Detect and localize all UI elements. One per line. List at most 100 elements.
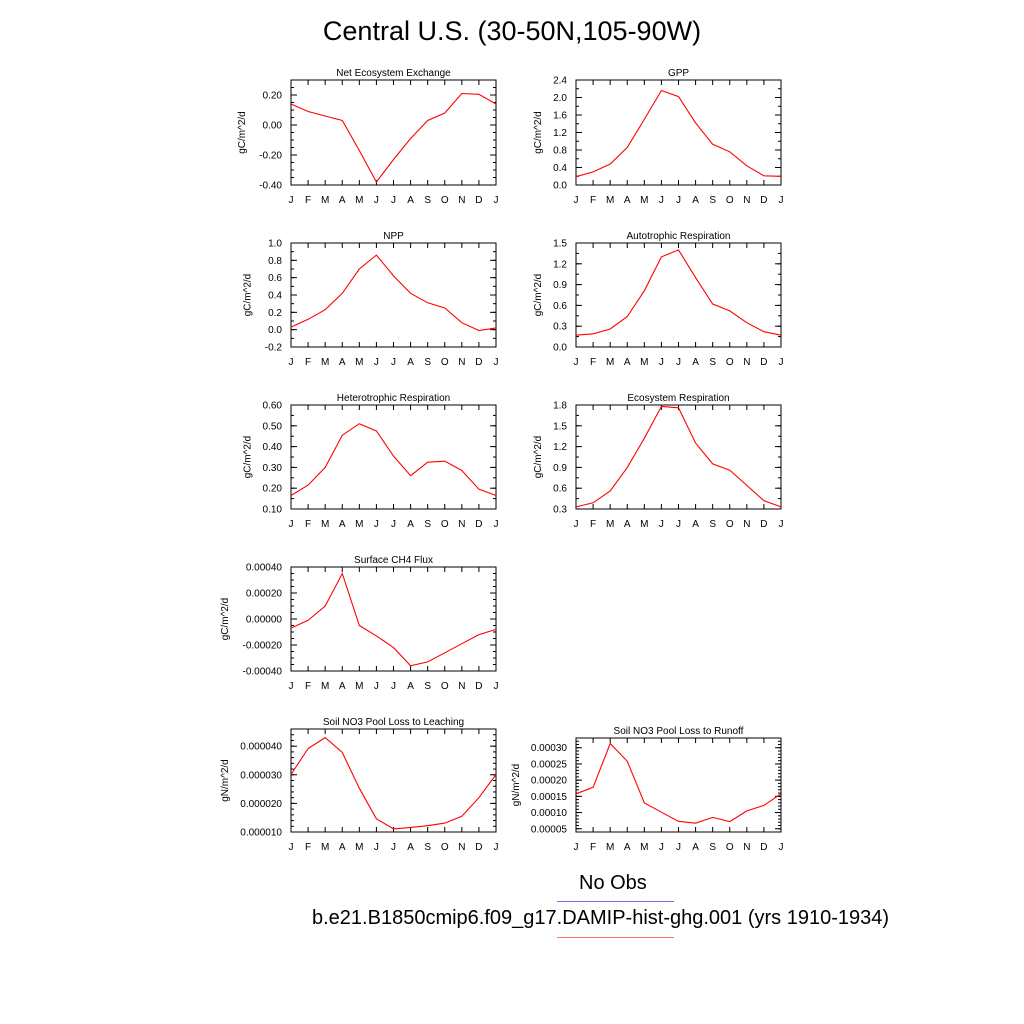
chart-title: Ecosystem Respiration <box>627 393 729 404</box>
y-tick-label: 1.2 <box>553 442 567 453</box>
x-tick-label: D <box>475 195 482 206</box>
series-line <box>575 249 782 336</box>
y-axis-label: gC/m^2/d <box>237 111 248 154</box>
x-tick-label: M <box>640 357 648 368</box>
x-tick-label: F <box>590 357 596 368</box>
y-axis-label: gC/m^2/d <box>533 111 544 154</box>
y-tick-label: 0.00 <box>263 121 283 132</box>
chart-title: Autotrophic Respiration <box>627 231 731 242</box>
y-tick-label: 0.9 <box>553 463 567 474</box>
plot-frame <box>290 728 497 833</box>
chart-title: Heterotrophic Respiration <box>337 393 450 404</box>
y-tick-label: 0.00020 <box>246 589 283 600</box>
series-line <box>290 254 497 332</box>
x-tick-label: J <box>574 357 579 368</box>
x-tick-label: S <box>424 681 431 692</box>
x-tick-label: S <box>424 357 431 368</box>
y-tick-label: 0.00030 <box>531 743 568 754</box>
x-tick-label: J <box>391 357 396 368</box>
x-tick-label: A <box>407 195 414 206</box>
x-tick-label: J <box>289 842 294 853</box>
x-tick-label: D <box>760 519 767 530</box>
y-tick-label: 1.2 <box>553 128 567 139</box>
x-tick-label: F <box>305 357 311 368</box>
x-tick-label: S <box>709 519 716 530</box>
x-tick-label: S <box>424 195 431 206</box>
x-tick-label: J <box>289 519 294 530</box>
legend-obs-label: No Obs <box>579 872 647 894</box>
plot-frame <box>290 242 497 348</box>
x-tick-label: O <box>441 195 449 206</box>
x-tick-label: N <box>458 681 465 692</box>
x-tick-label: A <box>407 357 414 368</box>
x-tick-label: M <box>606 195 614 206</box>
x-tick-label: A <box>339 519 346 530</box>
y-tick-label: 0.00005 <box>531 824 568 835</box>
y-tick-label: 1.5 <box>553 239 567 250</box>
legend-model-line <box>557 937 674 938</box>
series-line <box>575 742 782 824</box>
y-tick-label: -0.00020 <box>243 641 283 652</box>
y-tick-label: 0.0 <box>553 181 567 192</box>
x-tick-label: A <box>339 681 346 692</box>
y-tick-label: 0.00000 <box>246 615 283 626</box>
series-line <box>575 405 782 508</box>
plot-frame <box>290 566 497 672</box>
x-tick-label: D <box>475 357 482 368</box>
x-tick-label: J <box>391 842 396 853</box>
plot-frame <box>290 79 497 186</box>
x-tick-label: A <box>339 842 346 853</box>
x-tick-label: O <box>441 842 449 853</box>
x-tick-label: J <box>289 681 294 692</box>
y-tick-label: 0.20 <box>263 91 283 102</box>
x-tick-label: O <box>726 519 734 530</box>
y-tick-label: 0.8 <box>553 146 567 157</box>
y-tick-label: 0.2 <box>268 308 282 319</box>
chart-title: NPP <box>383 231 404 242</box>
x-tick-label: M <box>355 357 363 368</box>
y-tick-label: 0.20 <box>263 484 283 495</box>
x-tick-label: J <box>391 681 396 692</box>
y-tick-label: 0.6 <box>268 273 282 284</box>
x-tick-label: N <box>743 842 750 853</box>
y-tick-label: 1.5 <box>553 421 567 432</box>
y-tick-label: 1.2 <box>553 259 567 270</box>
x-tick-label: J <box>289 195 294 206</box>
series-line <box>290 572 497 667</box>
y-tick-label: 0.00040 <box>246 563 283 574</box>
x-tick-label: D <box>475 842 482 853</box>
x-tick-label: F <box>305 681 311 692</box>
x-tick-label: A <box>624 195 631 206</box>
y-axis-label: gC/m^2/d <box>533 436 544 479</box>
series-line <box>290 736 497 830</box>
chart-title: Surface CH4 Flux <box>354 555 433 566</box>
x-tick-label: J <box>574 519 579 530</box>
x-tick-label: N <box>458 519 465 530</box>
x-tick-label: J <box>494 357 499 368</box>
x-tick-label: N <box>743 195 750 206</box>
x-tick-label: M <box>321 357 329 368</box>
series-line <box>290 92 497 184</box>
x-tick-label: J <box>779 195 784 206</box>
x-tick-label: J <box>659 195 664 206</box>
x-tick-label: N <box>743 519 750 530</box>
x-tick-label: M <box>606 842 614 853</box>
x-tick-label: A <box>624 842 631 853</box>
x-tick-label: J <box>779 842 784 853</box>
y-tick-label: 0.6 <box>553 301 567 312</box>
x-tick-label: O <box>441 357 449 368</box>
x-tick-label: J <box>494 519 499 530</box>
y-axis-label: gC/m^2/d <box>243 274 254 317</box>
legend-obs-line <box>557 901 674 902</box>
y-tick-label: 0.4 <box>268 291 282 302</box>
x-tick-label: F <box>305 195 311 206</box>
x-tick-label: A <box>624 519 631 530</box>
y-tick-label: -0.2 <box>265 343 283 354</box>
y-axis-label: gN/m^2/d <box>511 764 522 807</box>
